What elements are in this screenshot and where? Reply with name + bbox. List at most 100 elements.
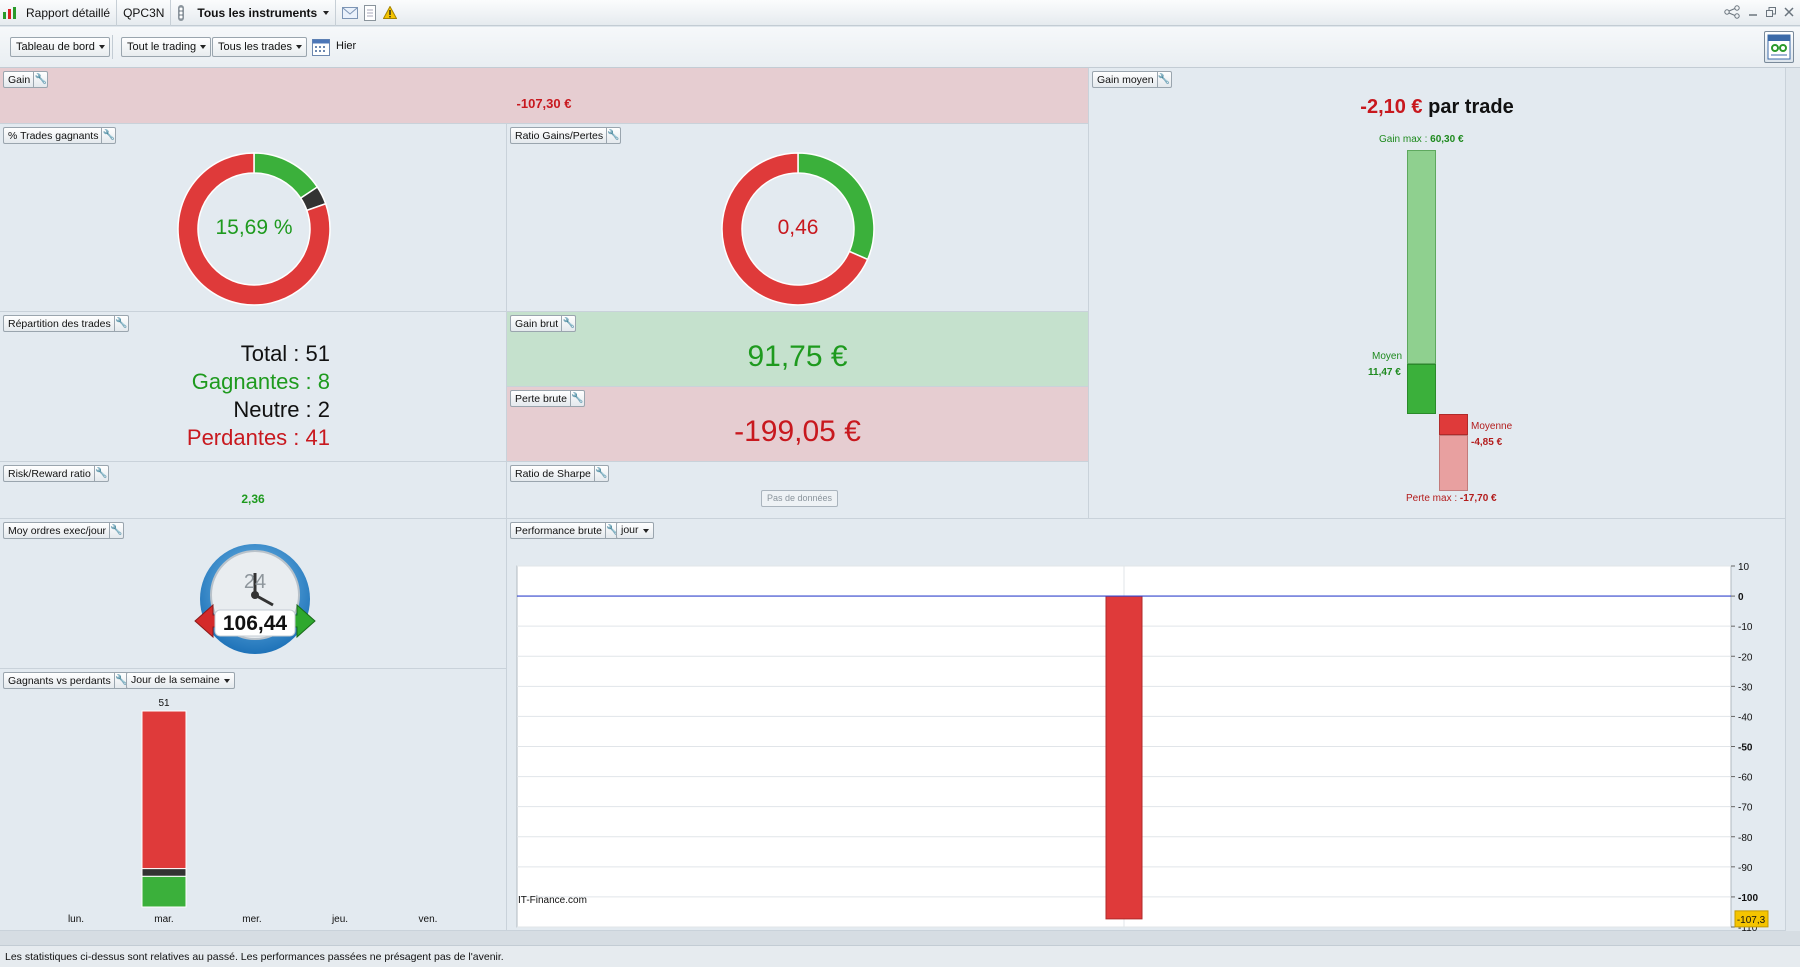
- performance-period-dropdown[interactable]: jour: [616, 522, 654, 539]
- report-settings-icon[interactable]: [1764, 31, 1794, 63]
- pct-trades-panel-title[interactable]: % Trades gagnants 🔧: [3, 127, 117, 144]
- wrench-icon[interactable]: 🔧: [93, 466, 108, 481]
- report-tab[interactable]: Rapport détaillé: [20, 0, 118, 26]
- perte-brute-panel-title[interactable]: Perte brute 🔧: [510, 390, 585, 407]
- trades-dropdown[interactable]: Tous les trades: [212, 37, 307, 57]
- wrench-icon[interactable]: 🔧: [606, 128, 620, 143]
- gain-moyen-suffix: par trade: [1428, 96, 1514, 118]
- minimize-icon[interactable]: [1748, 6, 1758, 20]
- current-value-badge: [1734, 910, 1769, 928]
- gagnants-vs-perdants-panel-title[interactable]: Gagnants vs perdants 🔧: [3, 672, 129, 689]
- moy-ordres-title-text: Moy ordres exec/jour: [8, 524, 107, 537]
- y-tick-label: -40: [1738, 712, 1753, 723]
- risk-reward-panel-title[interactable]: Risk/Reward ratio 🔧: [3, 465, 109, 482]
- y-tick-label: -60: [1738, 773, 1753, 784]
- perte-max-value: -17,70 €: [1459, 493, 1497, 504]
- sharpe-no-data: Pas de données: [761, 490, 839, 507]
- bar-neutre: [141, 868, 187, 877]
- gain-brut-panel-title[interactable]: Gain brut 🔧: [510, 315, 577, 332]
- pct-trades-title-text: % Trades gagnants: [8, 129, 99, 142]
- share-icon[interactable]: [1724, 4, 1740, 22]
- toolbar-divider: [112, 35, 113, 59]
- moyen-value: 11,47 €: [1368, 367, 1401, 378]
- date-label[interactable]: Hier: [336, 40, 357, 52]
- current-value-label: -107,3: [1737, 915, 1766, 926]
- gain-max-bar: [1407, 150, 1436, 364]
- x-tick-label: mer.: [242, 914, 261, 925]
- bar-perdants: [141, 710, 187, 870]
- gain-brut-panel: Gain brut 🔧 91,75 €: [507, 312, 1089, 387]
- wrench-icon[interactable]: 🔧: [593, 466, 608, 481]
- y-tick-label: -100: [1738, 893, 1758, 904]
- y-tick-label: -70: [1738, 803, 1753, 814]
- sharpe-panel-title[interactable]: Ratio de Sharpe 🔧: [510, 465, 609, 482]
- wrench-icon[interactable]: 🔧: [561, 316, 575, 331]
- gagnants-vs-perdants-title-text: Gagnants vs perdants: [8, 674, 111, 687]
- wrench-icon[interactable]: 🔧: [1156, 72, 1171, 87]
- mail-icon[interactable]: [340, 0, 360, 26]
- y-tick-label: -10: [1738, 622, 1753, 633]
- gain-brut-value: 91,75 €: [747, 340, 848, 373]
- pct-trades-value: 15,69 %: [215, 216, 293, 239]
- y-tick-label: -30: [1738, 682, 1753, 693]
- period-dropdown[interactable]: Jour de la semaine: [126, 672, 235, 689]
- performance-panel-title[interactable]: Performance brute 🔧: [510, 522, 620, 539]
- moy-ordres-value: 106,44: [222, 612, 288, 635]
- moyenne-value: -4,85 €: [1471, 437, 1503, 448]
- x-tick-label: jeu.: [331, 914, 348, 925]
- perte-max-label: Perte max :: [1406, 493, 1460, 504]
- bar-gagnants: [141, 875, 187, 908]
- ratio-value: 0,46: [777, 216, 819, 239]
- perte-brute-title-text: Perte brute: [515, 392, 567, 405]
- y-tick-label: -80: [1738, 833, 1753, 844]
- clock-icon: [194, 544, 316, 654]
- close-icon[interactable]: [1784, 6, 1794, 20]
- ratio-donut: [721, 152, 875, 306]
- wrench-icon[interactable]: 🔧: [101, 128, 116, 143]
- moy-ordres-panel-title[interactable]: Moy ordres exec/jour 🔧: [3, 522, 125, 539]
- ratio-gain-slice: [797, 152, 875, 261]
- wrench-icon[interactable]: 🔧: [113, 316, 128, 331]
- chart-app-icon: [0, 0, 20, 26]
- wrench-icon[interactable]: 🔧: [33, 72, 47, 87]
- moy-ordres-panel: Moy ordres exec/jour 🔧 24 106,44: [0, 519, 507, 669]
- total-trades: Total : 51: [240, 341, 330, 366]
- x-tick-label: mar.: [154, 914, 173, 925]
- repartition-panel-title[interactable]: Répartition des trades 🔧: [3, 315, 129, 332]
- wrench-icon[interactable]: 🔧: [109, 523, 123, 538]
- gain-moyen-panel: Gain moyen 🔧 -2,10 € par trade Gain max :…: [1089, 68, 1786, 519]
- gain-moyen-panel-title[interactable]: Gain moyen 🔧: [1092, 71, 1172, 88]
- ratio-loss-slice: [721, 152, 869, 306]
- account-label[interactable]: QPC3N: [117, 0, 172, 26]
- gain-value: -107,30 €: [516, 96, 572, 111]
- wrench-icon[interactable]: 🔧: [113, 673, 128, 688]
- bar-total-label: 51: [158, 698, 170, 709]
- y-tick-label: -90: [1738, 863, 1753, 874]
- gain-moyen-value-line: -2,10 € par trade: [1089, 96, 1785, 119]
- risk-reward-title-text: Risk/Reward ratio: [8, 467, 91, 480]
- link-icon[interactable]: [171, 0, 191, 26]
- restore-icon[interactable]: [1766, 6, 1776, 20]
- gain-panel-title[interactable]: Gain 🔧: [3, 71, 49, 88]
- wrench-icon[interactable]: 🔧: [604, 523, 619, 538]
- perte-moyenne-bar: [1439, 414, 1468, 435]
- instruments-dropdown[interactable]: Tous les instruments: [191, 0, 337, 26]
- warning-icon[interactable]: [380, 0, 400, 26]
- weekday-bar-chart: lun. mar. 51 mer. jeu. ven.: [68, 698, 438, 925]
- gain-moyen-value: -2,10 €: [1360, 96, 1423, 118]
- performance-title-text: Performance brute: [515, 524, 602, 537]
- document-icon[interactable]: [360, 0, 380, 26]
- ratio-gains-pertes-panel-title[interactable]: Ratio Gains/Pertes 🔧: [510, 127, 622, 144]
- gain-moyen-bar: [1407, 364, 1436, 414]
- gain-moyen-title-text: Gain moyen: [1097, 73, 1154, 86]
- wrench-icon[interactable]: 🔧: [569, 391, 584, 406]
- trading-dropdown[interactable]: Tout le trading: [121, 37, 212, 57]
- moyenne-label: Moyenne: [1471, 421, 1513, 432]
- calendar-icon[interactable]: [312, 37, 330, 62]
- dashboard-dropdown[interactable]: Tableau de bord: [10, 37, 110, 57]
- x-tick-label: lun.: [68, 914, 84, 925]
- pct-trades-donut: [177, 152, 331, 306]
- sharpe-title-text: Ratio de Sharpe: [515, 467, 591, 480]
- performance-watermark: IT-Finance.com: [518, 895, 587, 906]
- sharpe-panel: Ratio de Sharpe 🔧 Pas de données: [507, 462, 1089, 519]
